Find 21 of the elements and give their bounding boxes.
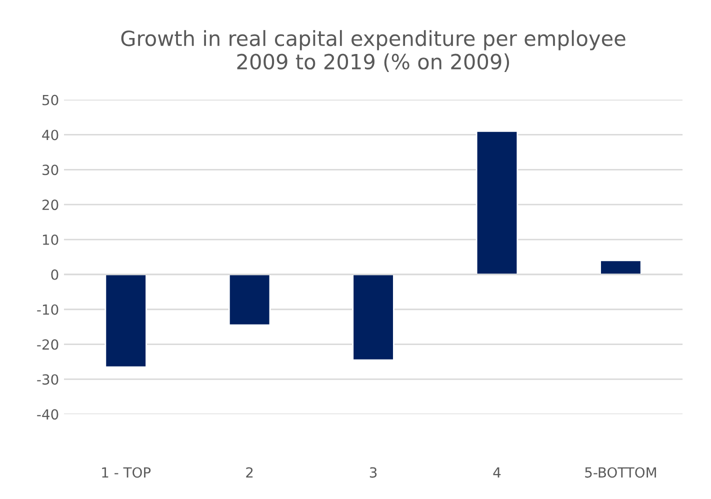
bar <box>600 260 642 276</box>
y-tick-label: 10 <box>42 234 58 245</box>
x-tick-label: 5-BOTTOM <box>585 467 656 478</box>
y-tick-label: 40 <box>42 130 58 140</box>
x-tick-label: 4 <box>493 467 501 478</box>
y-tick-label: 50 <box>42 94 58 106</box>
bar <box>476 130 518 276</box>
x-tick-label: 2 <box>246 467 253 478</box>
y-tick-label: -10 <box>37 304 58 315</box>
x-tick-label: 3 <box>370 467 377 478</box>
x-tick-label: 1 - TOP <box>102 467 151 478</box>
y-tick-label: -20 <box>37 339 58 350</box>
bar <box>228 274 271 326</box>
y-tick-label: 20 <box>42 200 58 210</box>
bar <box>104 274 147 368</box>
y-tick-label: -40 <box>37 409 58 420</box>
y-tick-label: 0 <box>51 269 58 280</box>
y-tick-label: 30 <box>42 164 58 176</box>
y-tick-label: -30 <box>37 374 58 385</box>
chart-title: Growth in real capital expenditure per employee 2009 to 2019 (% on 2009) <box>121 30 626 72</box>
bar <box>352 274 394 361</box>
